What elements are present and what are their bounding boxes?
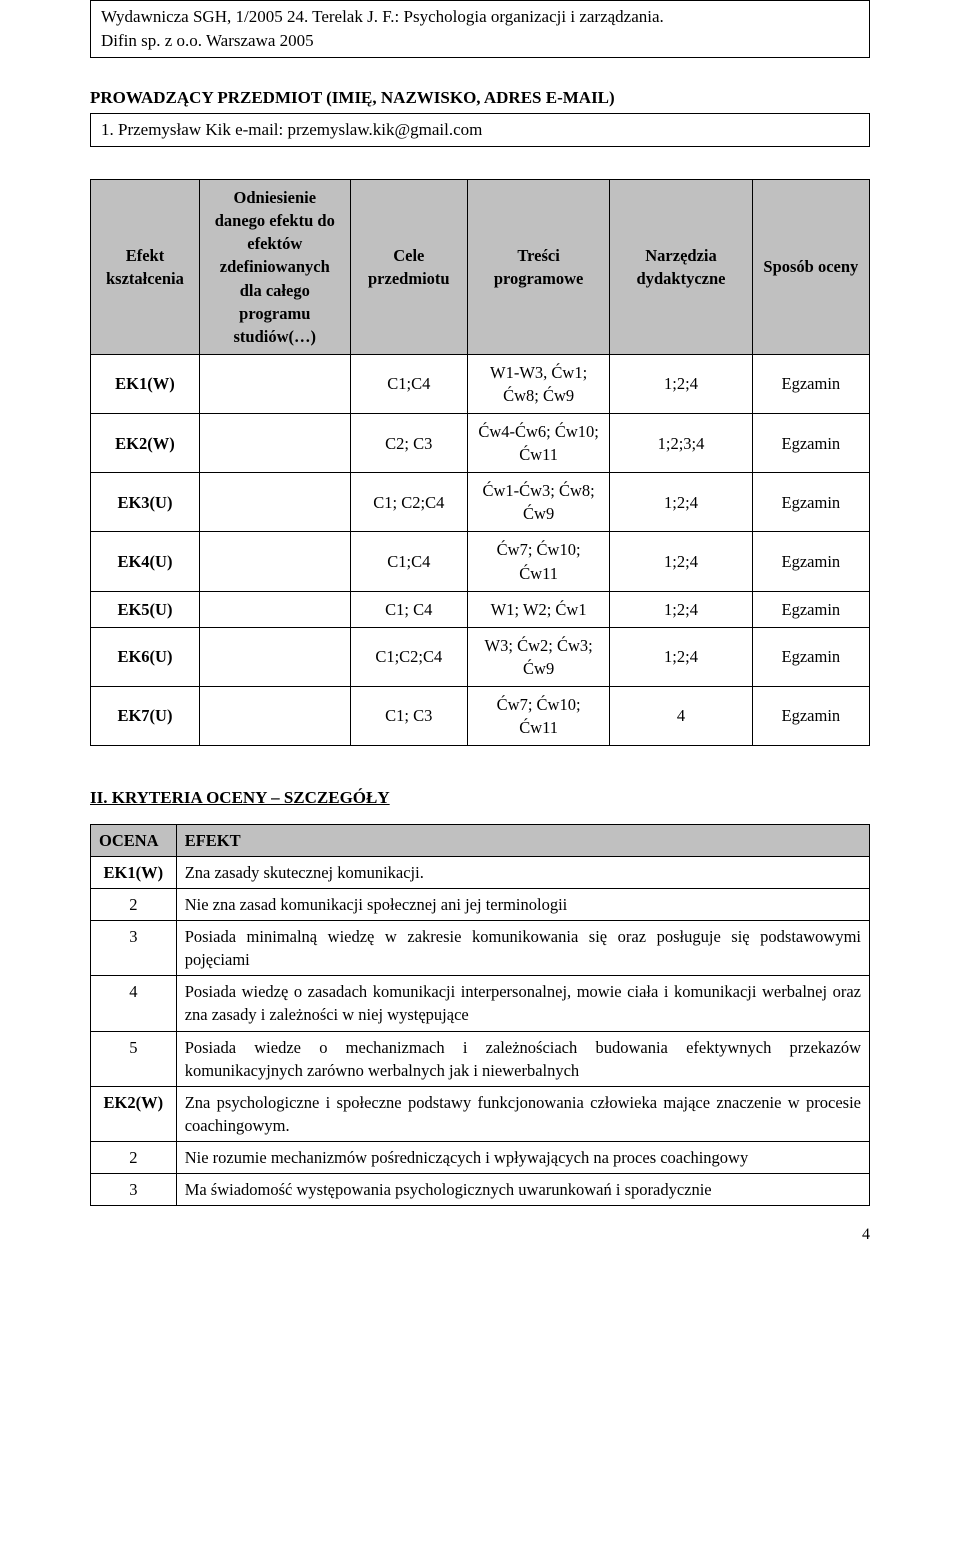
matrix-cell-grade: Egzamin [752, 414, 869, 473]
criteria-cell-grade: EK2(W) [91, 1086, 177, 1141]
matrix-cell-grade: Egzamin [752, 473, 869, 532]
matrix-cell-effect: EK7(U) [91, 686, 200, 745]
matrix-cell-goals: C1;C2;C4 [350, 627, 467, 686]
matrix-cell-goals: C1; C2;C4 [350, 473, 467, 532]
matrix-cell-grade: Egzamin [752, 354, 869, 413]
matrix-cell-ref [199, 627, 350, 686]
instructor-box: 1. Przemysław Kik e-mail: przemyslaw.kik… [90, 113, 870, 147]
criteria-heading: II. KRYTERIA OCENY – SZCZEGÓŁY [90, 786, 870, 810]
criteria-row: 2Nie zna zasad komunikacji społecznej an… [91, 889, 870, 921]
criteria-row: 3Posiada minimalną wiedzę w zakresie kom… [91, 921, 870, 976]
matrix-row: EK4(U) C1;C4Ćw7; Ćw10; Ćw111;2;4Egzamin [91, 532, 870, 591]
matrix-cell-ref [199, 414, 350, 473]
criteria-row: EK1(W)Zna zasady skutecznej komunikacji. [91, 856, 870, 888]
matrix-cell-content: Ćw7; Ćw10; Ćw11 [467, 532, 609, 591]
matrix-cell-tools: 1;2;4 [610, 591, 752, 627]
matrix-cell-effect: EK5(U) [91, 591, 200, 627]
criteria-cell-grade: 4 [91, 976, 177, 1031]
matrix-cell-tools: 1;2;4 [610, 627, 752, 686]
matrix-cell-tools: 1;2;3;4 [610, 414, 752, 473]
matrix-cell-tools: 1;2;4 [610, 532, 752, 591]
matrix-header-goals: Cele przedmiotu [350, 180, 467, 355]
matrix-cell-effect: EK6(U) [91, 627, 200, 686]
matrix-cell-tools: 4 [610, 686, 752, 745]
effects-matrix-table: Efekt kształcenia Odniesienie danego efe… [90, 179, 870, 746]
criteria-row: 5Posiada wiedze o mechanizmach i zależno… [91, 1031, 870, 1086]
matrix-header-ref: Odniesienie danego efektu do efektów zde… [199, 180, 350, 355]
criteria-cell-desc: Nie zna zasad komunikacji społecznej ani… [176, 889, 869, 921]
reference-line-1: Wydawnicza SGH, 1/2005 24. Terelak J. F.… [101, 5, 859, 29]
matrix-cell-ref [199, 532, 350, 591]
reference-line-2: Difin sp. z o.o. Warszawa 2005 [101, 29, 859, 53]
matrix-cell-tools: 1;2;4 [610, 473, 752, 532]
criteria-row: 4Posiada wiedzę o zasadach komunikacji i… [91, 976, 870, 1031]
criteria-header-effect: EFEKT [176, 824, 869, 856]
criteria-row: 2Nie rozumie mechanizmów pośredniczących… [91, 1141, 870, 1173]
criteria-cell-desc: Posiada wiedzę o zasadach komunikacji in… [176, 976, 869, 1031]
matrix-cell-grade: Egzamin [752, 532, 869, 591]
matrix-header-effect: Efekt kształcenia [91, 180, 200, 355]
matrix-cell-goals: C1;C4 [350, 532, 467, 591]
criteria-cell-desc: Posiada minimalną wiedzę w zakresie komu… [176, 921, 869, 976]
matrix-cell-effect: EK1(W) [91, 354, 200, 413]
criteria-cell-grade: 3 [91, 921, 177, 976]
matrix-cell-grade: Egzamin [752, 627, 869, 686]
criteria-cell-desc: Zna psychologiczne i społeczne podstawy … [176, 1086, 869, 1141]
matrix-cell-effect: EK4(U) [91, 532, 200, 591]
matrix-cell-grade: Egzamin [752, 591, 869, 627]
matrix-cell-ref [199, 354, 350, 413]
criteria-cell-desc: Ma świadomość występowania psychologiczn… [176, 1173, 869, 1205]
criteria-cell-desc: Nie rozumie mechanizmów pośredniczących … [176, 1141, 869, 1173]
matrix-row: EK6(U) C1;C2;C4W3; Ćw2; Ćw3; Ćw91;2;4Egza… [91, 627, 870, 686]
matrix-row: EK3(U) C1; C2;C4Ćw1-Ćw3; Ćw8; Ćw91;2;4Egz… [91, 473, 870, 532]
matrix-row: EK1(W) C1;C4W1-W3, Ćw1; Ćw8; Ćw91;2;4Egza… [91, 354, 870, 413]
criteria-cell-grade: EK1(W) [91, 856, 177, 888]
page-number: 4 [90, 1224, 870, 1246]
criteria-table: OCENA EFEKT EK1(W)Zna zasady skutecznej … [90, 824, 870, 1206]
matrix-cell-goals: C1;C4 [350, 354, 467, 413]
matrix-cell-goals: C2; C3 [350, 414, 467, 473]
criteria-header-grade: OCENA [91, 824, 177, 856]
matrix-cell-effect: EK3(U) [91, 473, 200, 532]
reference-box: Wydawnicza SGH, 1/2005 24. Terelak J. F.… [90, 0, 870, 58]
matrix-cell-ref [199, 591, 350, 627]
criteria-row: 3Ma świadomość występowania psychologicz… [91, 1173, 870, 1205]
matrix-row: EK2(W) C2; C3Ćw4-Ćw6; Ćw10; Ćw111;2;3;4Eg… [91, 414, 870, 473]
matrix-row: EK5(U) C1; C4W1; W2; Ćw11;2;4Egzamin [91, 591, 870, 627]
matrix-cell-goals: C1; C3 [350, 686, 467, 745]
matrix-cell-content: W1-W3, Ćw1; Ćw8; Ćw9 [467, 354, 609, 413]
matrix-cell-grade: Egzamin [752, 686, 869, 745]
matrix-cell-content: Ćw4-Ćw6; Ćw10; Ćw11 [467, 414, 609, 473]
instructor-heading: PROWADZĄCY PRZEDMIOT (IMIĘ, NAZWISKO, AD… [90, 86, 870, 110]
criteria-cell-desc: Posiada wiedze o mechanizmach i zależnoś… [176, 1031, 869, 1086]
matrix-header-tools: Narzędzia dydaktyczne [610, 180, 752, 355]
criteria-row: EK2(W)Zna psychologiczne i społeczne pod… [91, 1086, 870, 1141]
matrix-header-content: Treści programowe [467, 180, 609, 355]
matrix-cell-ref [199, 473, 350, 532]
matrix-cell-goals: C1; C4 [350, 591, 467, 627]
matrix-cell-content: W3; Ćw2; Ćw3; Ćw9 [467, 627, 609, 686]
criteria-cell-grade: 2 [91, 889, 177, 921]
criteria-cell-desc: Zna zasady skutecznej komunikacji. [176, 856, 869, 888]
instructor-line: 1. Przemysław Kik e-mail: przemyslaw.kik… [101, 118, 859, 142]
criteria-cell-grade: 2 [91, 1141, 177, 1173]
matrix-row: EK7(U) C1; C3Ćw7; Ćw10; Ćw114Egzamin [91, 686, 870, 745]
matrix-cell-effect: EK2(W) [91, 414, 200, 473]
criteria-cell-grade: 3 [91, 1173, 177, 1205]
matrix-cell-ref [199, 686, 350, 745]
matrix-cell-tools: 1;2;4 [610, 354, 752, 413]
matrix-header-grade: Sposób oceny [752, 180, 869, 355]
criteria-cell-grade: 5 [91, 1031, 177, 1086]
matrix-cell-content: Ćw1-Ćw3; Ćw8; Ćw9 [467, 473, 609, 532]
matrix-cell-content: W1; W2; Ćw1 [467, 591, 609, 627]
matrix-cell-content: Ćw7; Ćw10; Ćw11 [467, 686, 609, 745]
